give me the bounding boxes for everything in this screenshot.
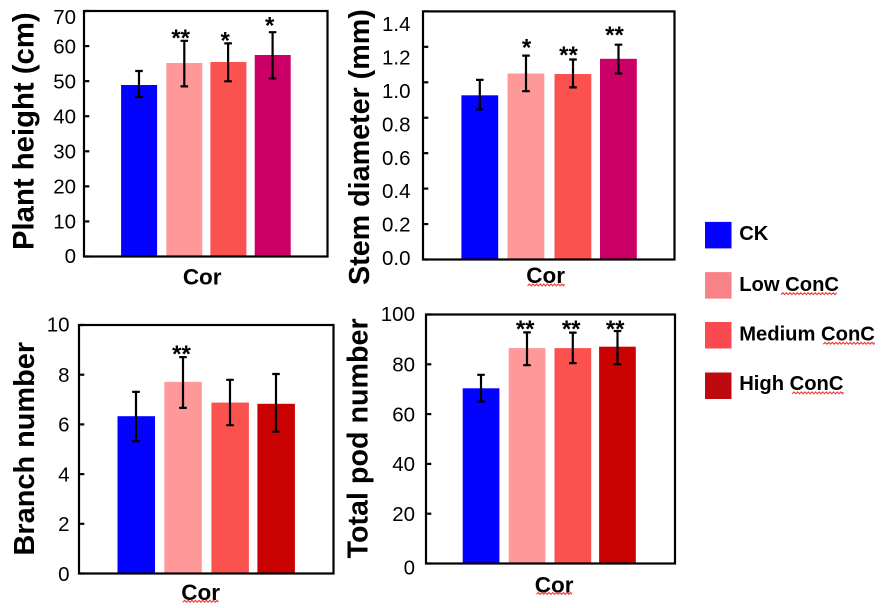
- svg-text:60: 60: [392, 403, 415, 426]
- svg-text:4: 4: [58, 463, 69, 486]
- svg-text:Stem diameter (mm): Stem diameter (mm): [344, 9, 376, 285]
- svg-text:**: **: [562, 316, 581, 343]
- svg-text:0: 0: [65, 245, 76, 268]
- svg-text:*: *: [265, 13, 275, 40]
- svg-text:Medium ConC: Medium ConC: [739, 324, 875, 346]
- svg-text:High ConC: High ConC: [739, 373, 844, 395]
- svg-text:0.8: 0.8: [382, 113, 411, 136]
- svg-text:40: 40: [53, 105, 76, 128]
- svg-text:**: **: [605, 22, 624, 49]
- svg-text:**: **: [171, 25, 190, 52]
- svg-text:20: 20: [53, 176, 76, 199]
- svg-text:0: 0: [58, 563, 69, 586]
- svg-text:**: **: [172, 341, 191, 368]
- svg-text:0.4: 0.4: [382, 180, 411, 203]
- svg-text:100: 100: [381, 303, 415, 326]
- svg-text:10: 10: [47, 314, 70, 337]
- svg-text:0.2: 0.2: [382, 214, 411, 237]
- svg-text:*: *: [522, 35, 532, 62]
- svg-text:Total pod number: Total pod number: [343, 318, 375, 558]
- svg-text:**: **: [559, 42, 578, 69]
- svg-text:1.2: 1.2: [382, 47, 411, 70]
- svg-text:30: 30: [53, 141, 76, 164]
- svg-text:60: 60: [53, 35, 76, 58]
- svg-text:50: 50: [53, 70, 76, 93]
- svg-text:8: 8: [58, 364, 69, 387]
- svg-text:Low ConC: Low ConC: [739, 274, 839, 296]
- svg-text:1.4: 1.4: [382, 13, 411, 36]
- svg-text:**: **: [606, 316, 625, 343]
- svg-text:0: 0: [404, 556, 415, 579]
- svg-text:10: 10: [53, 211, 76, 234]
- svg-text:Cor: Cor: [183, 265, 222, 290]
- svg-text:0.0: 0.0: [382, 247, 411, 270]
- svg-text:70: 70: [53, 6, 76, 29]
- svg-text:40: 40: [392, 453, 415, 476]
- svg-text:*: *: [221, 28, 231, 55]
- svg-text:Plant height (cm): Plant height (cm): [8, 12, 41, 250]
- svg-text:6: 6: [58, 414, 69, 437]
- svg-text:80: 80: [392, 354, 415, 377]
- svg-text:20: 20: [392, 503, 415, 526]
- svg-text:**: **: [516, 316, 535, 343]
- svg-text:CK: CK: [739, 223, 769, 245]
- svg-text:1.0: 1.0: [382, 80, 411, 103]
- svg-text:2: 2: [58, 513, 69, 536]
- svg-text:Branch number: Branch number: [9, 342, 41, 556]
- svg-text:0.6: 0.6: [382, 147, 411, 170]
